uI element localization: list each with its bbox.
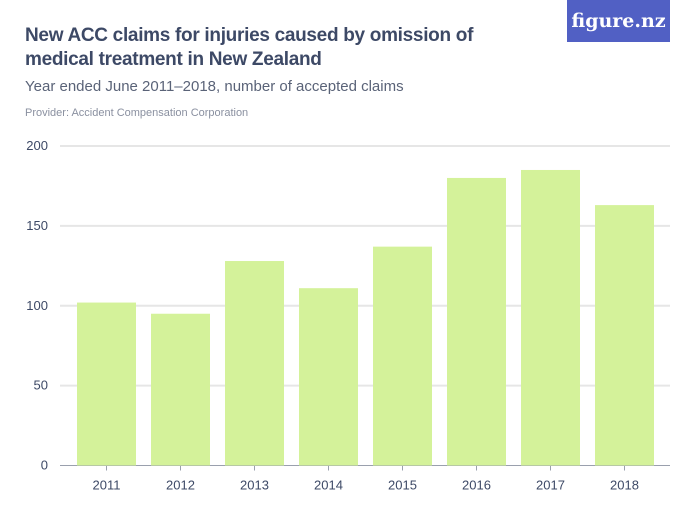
x-tick-label: 2017 xyxy=(536,478,565,493)
chart-subtitle: Year ended June 2011–2018, number of acc… xyxy=(25,78,404,95)
x-tick-label: 2014 xyxy=(314,478,343,493)
bar-2016 xyxy=(447,177,506,466)
bar-2013 xyxy=(225,261,284,466)
y-tick-label: 0 xyxy=(41,458,48,473)
bar-2015 xyxy=(373,246,432,466)
bar-2014 xyxy=(299,288,358,466)
y-tick-label: 50 xyxy=(34,378,48,393)
x-tick-label: 2018 xyxy=(610,478,639,493)
y-tick-label: 150 xyxy=(26,218,48,233)
y-tick-label: 100 xyxy=(26,298,48,313)
y-tick-label: 200 xyxy=(26,138,48,153)
chart-title: New ACC claims for injuries caused by om… xyxy=(25,25,474,70)
figure-nz-logo[interactable]: figure.nz xyxy=(567,0,670,42)
bar-2018 xyxy=(595,205,654,466)
x-tick-label: 2011 xyxy=(93,478,121,493)
provider-label: Provider: Accident Compensation Corporat… xyxy=(25,107,249,119)
x-tick-label: 2016 xyxy=(462,478,491,493)
bar-2011 xyxy=(77,302,136,466)
bar-2012 xyxy=(151,313,210,466)
x-tick-label: 2012 xyxy=(166,478,195,493)
bar-2017 xyxy=(521,169,580,466)
x-tick-label: 2013 xyxy=(240,478,269,493)
x-tick-label: 2015 xyxy=(388,478,417,493)
